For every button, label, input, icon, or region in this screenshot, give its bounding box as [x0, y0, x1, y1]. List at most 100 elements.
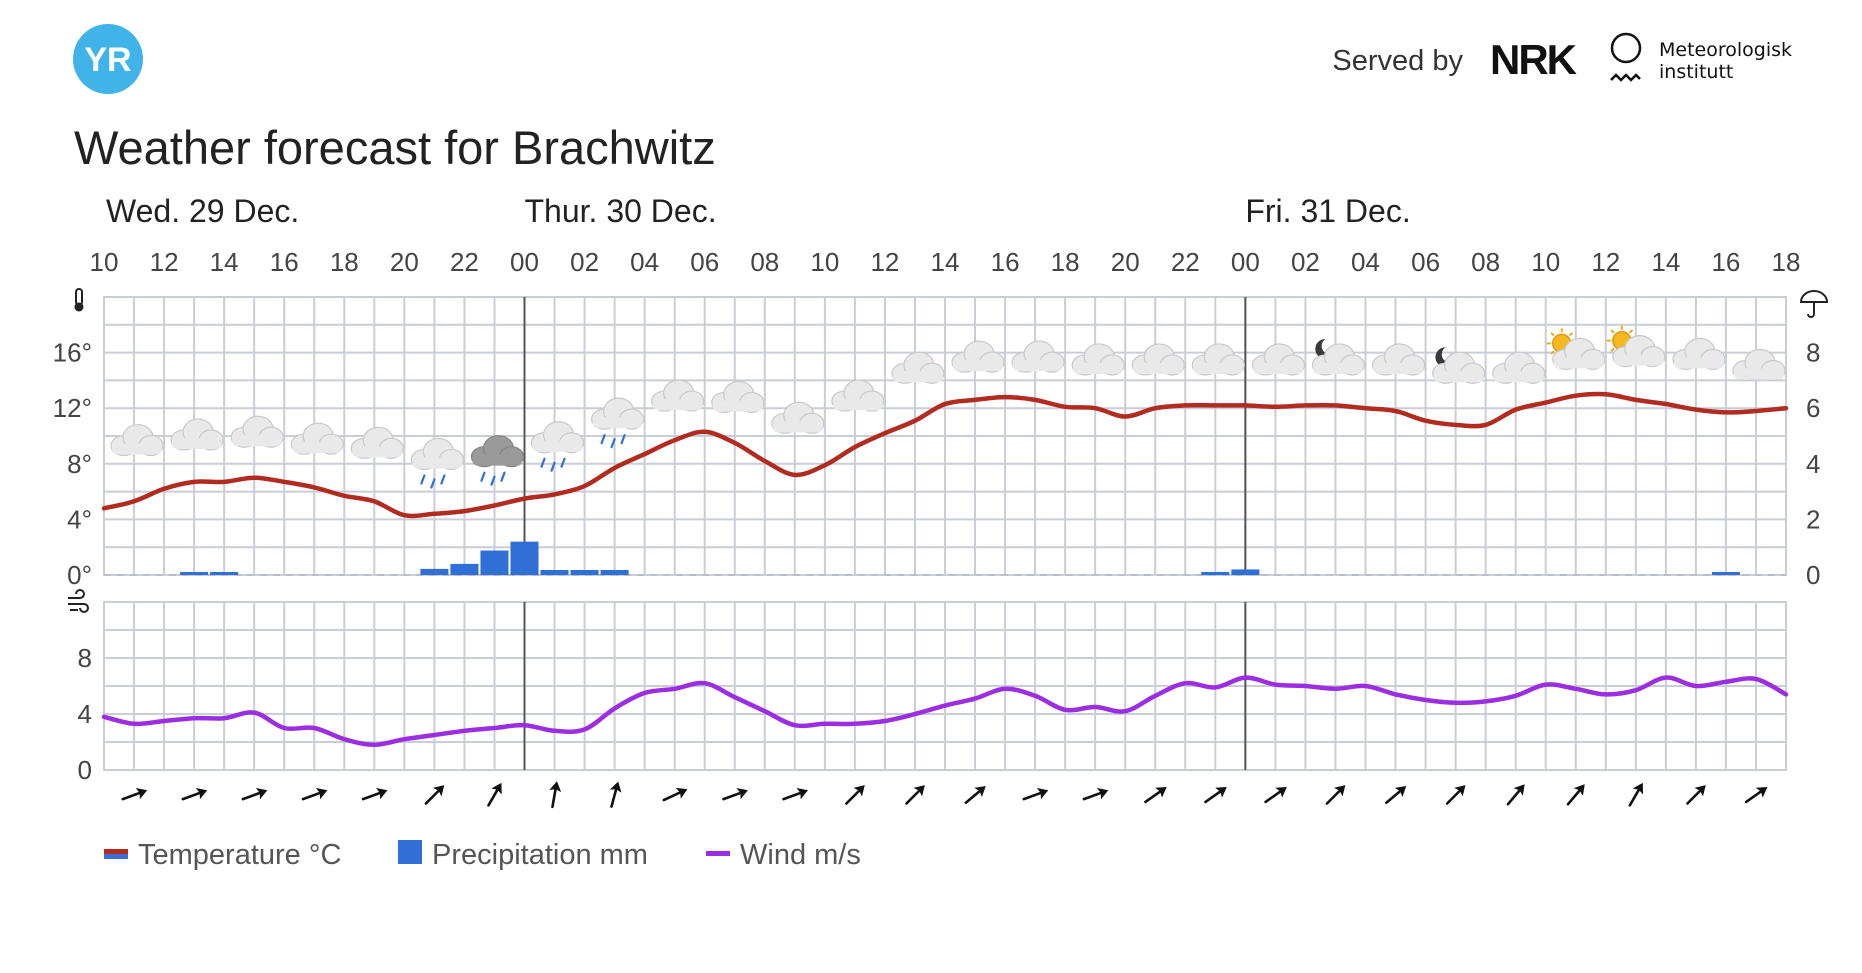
hour-tick-label: 16: [1711, 247, 1740, 277]
met-logo[interactable]: Meteorologisk institutt: [1610, 32, 1792, 83]
wind-arrow-shaft: [1325, 787, 1344, 805]
rain-drop: [440, 474, 446, 485]
cloud-base: [232, 435, 283, 447]
wind-direction-arrows: [121, 781, 1768, 809]
cloud-base: [1613, 354, 1664, 366]
wind-arrow-shaft: [905, 787, 923, 805]
wind-arrow-head: [549, 781, 562, 793]
moon-icon: [1315, 338, 1335, 359]
hour-tick-label: 04: [630, 247, 659, 277]
page-title: Weather forecast for Brachwitz: [74, 121, 716, 174]
wind-arrow-icon: [1686, 785, 1706, 805]
cloud-base: [352, 446, 403, 458]
weather-cloudy-icon: [170, 418, 224, 451]
wind-arrow-shaft: [845, 787, 863, 805]
wind-arrow-shaft: [1022, 790, 1045, 801]
wind-grid: [103, 601, 1787, 771]
weather-rain-icon: [530, 421, 585, 472]
wind-arrow-shaft: [1445, 787, 1464, 805]
wind-arrow-head: [1394, 786, 1407, 798]
wind-arrow-icon: [361, 787, 388, 801]
day-label: Fri. 31 Dec.: [1245, 193, 1410, 229]
yr-logo-circle: [73, 24, 143, 94]
legend-wind: Wind m/s: [706, 839, 861, 871]
wind-arrow-head: [1632, 782, 1644, 795]
hour-tick-label: 06: [1411, 247, 1440, 277]
weather-cloudy-icon: [1191, 343, 1245, 376]
hour-tick-label: 18: [330, 247, 359, 277]
hour-tick-label: 08: [750, 247, 779, 277]
precipitation-bar: [1201, 572, 1230, 575]
hour-tick-label: 10: [1531, 247, 1560, 277]
wind-arrow-head: [1215, 786, 1227, 798]
wind-arrow-head: [135, 787, 148, 800]
precipitation-bar: [180, 572, 209, 575]
wind-arrow-head: [1454, 785, 1466, 797]
rain-drop: [490, 475, 496, 486]
cloud-base: [1493, 371, 1544, 383]
wind-arrow-shaft: [610, 785, 619, 808]
hour-tick-label: 12: [870, 247, 899, 277]
wind-arrow-shaft: [1566, 786, 1583, 806]
wind-arrow-head: [1573, 784, 1585, 796]
wind-arrow-head: [1513, 784, 1525, 796]
rain-drop: [480, 471, 486, 482]
wind-icon: [68, 589, 89, 613]
day-label: Wed. 29 Dec.: [106, 193, 299, 229]
wind-arrow-shaft: [181, 790, 204, 801]
hour-tick-label: 16: [991, 247, 1020, 277]
cloud-base: [712, 400, 763, 412]
cloud-base: [1133, 362, 1184, 374]
yr-logo[interactable]: YR: [73, 24, 143, 94]
wind-arrow-shaft: [487, 785, 501, 807]
cloud-base: [772, 421, 823, 433]
temperature-tick-label: 16°: [53, 338, 92, 368]
rain-drop: [500, 471, 506, 482]
wind-arrow-head: [1096, 787, 1109, 800]
weather-cloudy-icon: [1011, 340, 1065, 373]
wind-arrow-head: [1275, 786, 1287, 798]
yr-logo-text: YR: [84, 41, 131, 79]
hour-tick-label: 04: [1351, 247, 1380, 277]
weather-cloudy-icon: [1071, 343, 1125, 376]
weather-cloudy-icon: [350, 426, 404, 459]
cloud-base: [1013, 360, 1064, 372]
cloud-base: [112, 443, 163, 455]
legend-temperature-swatch: [104, 849, 128, 854]
wind-arrow-shaft: [782, 790, 805, 801]
wind-arrow-icon: [1506, 784, 1525, 806]
precipitation-tick-label: 4: [1806, 449, 1820, 479]
rain-drop: [430, 478, 436, 489]
nrk-logo-text: NRK: [1490, 36, 1577, 83]
wind-arrow-shaft: [1686, 787, 1704, 805]
weather-cloudy-icon: [1492, 351, 1546, 384]
legend-precipitation-label: Precipitation mm: [432, 839, 648, 871]
wind-arrow-head: [255, 787, 268, 800]
wind-arrow-icon: [905, 785, 925, 805]
served-by-label: Served by: [1332, 45, 1463, 77]
precipitation-bar: [1231, 569, 1260, 575]
hour-tick-label: 02: [570, 247, 599, 277]
wind-arrow-icon: [609, 781, 622, 808]
precipitation-y-axis: 0 2 4 6 8: [1806, 338, 1820, 590]
met-logo-wave-icon: [1610, 73, 1641, 82]
wind-arrow-icon: [1325, 785, 1346, 805]
wind-arrow-shaft: [241, 790, 264, 801]
wind-arrow-shaft: [1744, 788, 1765, 804]
precipitation-bar: [540, 569, 569, 575]
wind-arrow-icon: [1264, 786, 1287, 804]
nrk-logo[interactable]: NRK: [1490, 36, 1579, 83]
hour-tick-label: 14: [1651, 247, 1680, 277]
cloud-base: [953, 360, 1004, 372]
precipitation-tick-label: 2: [1806, 504, 1820, 534]
wind-arrow-head: [1755, 786, 1768, 798]
wind-arrow-icon: [1022, 787, 1049, 801]
hour-tick-label: 14: [210, 247, 239, 277]
cloud-base: [1373, 362, 1424, 374]
wind-arrow-shaft: [722, 790, 745, 801]
legend-temperature-swatch-cold: [104, 854, 128, 859]
precipitation-bar: [420, 568, 449, 575]
hour-tick-label: 22: [450, 247, 479, 277]
wind-arrow-shaft: [1144, 788, 1164, 804]
weather-cloudy-icon: [110, 423, 164, 457]
